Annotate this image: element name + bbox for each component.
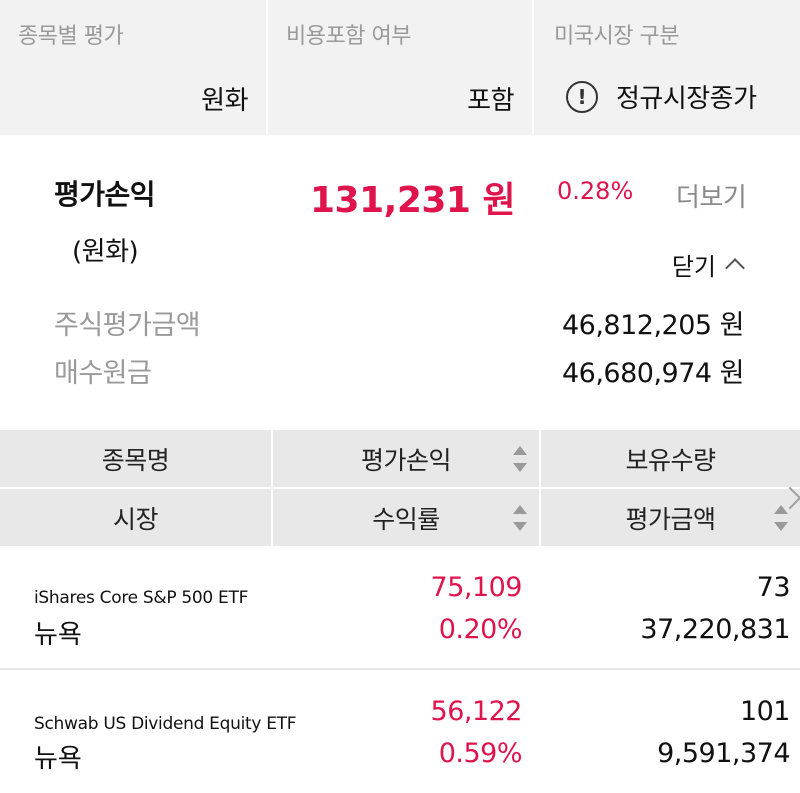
table-row[interactable]: iShares Core S&P 500 ETF 뉴욕 75,109 0.20%…	[0, 548, 800, 670]
header-profit-label: 평가손익	[360, 445, 452, 475]
settings-bar: 종목별 평가 원화 비용포함 여부 포함 미국시장 구분 ! 정규시장종가	[0, 0, 800, 135]
principal-label: 매수원금	[54, 358, 152, 389]
header-row-bottom: 시장 수익률 평가금액	[0, 489, 800, 546]
row-profit: 56,122	[430, 696, 523, 727]
close-button-label: 닫기	[671, 253, 716, 281]
summary-profit-amount: 131,231 원	[310, 180, 516, 221]
row-eval-amount: 37,220,831	[640, 614, 790, 645]
setting-include-fees-value[interactable]: 포함	[467, 86, 514, 116]
row-stock-name: Schwab US Dividend Equity ETF	[34, 714, 297, 734]
setting-us-market-value-wrap[interactable]: ! 정규시장종가	[566, 78, 757, 115]
setting-us-market-label: 미국시장 구분	[554, 24, 679, 49]
info-icon[interactable]: !	[566, 80, 598, 113]
setting-include-fees-label: 비용포함 여부	[286, 24, 411, 49]
row-market: 뉴욕	[34, 744, 82, 774]
sort-icon[interactable]	[774, 504, 788, 531]
chevron-up-icon	[725, 257, 745, 278]
row-profit: 75,109	[430, 572, 523, 603]
close-button[interactable]: 닫기	[671, 247, 745, 282]
table-row[interactable]: Schwab US Dividend Equity ETF 뉴욕 56,122 …	[0, 672, 800, 793]
row-quantity: 101	[739, 696, 791, 727]
row-quantity: 73	[756, 572, 791, 603]
header-return-rate-label: 수익률	[372, 504, 440, 534]
row-return-rate: 0.20%	[438, 614, 523, 645]
setting-us-market[interactable]: 미국시장 구분 ! 정규시장종가	[532, 0, 800, 135]
header-eval-amount[interactable]: 평가금액	[539, 489, 800, 546]
header-eval-amount-label: 평가금액	[625, 504, 716, 534]
more-button[interactable]: 더보기	[676, 183, 747, 213]
row-eval-amount: 9,591,374	[657, 738, 790, 769]
principal-value: 46,680,974 원	[561, 358, 745, 389]
setting-eval-by-item-label: 종목별 평가	[18, 24, 124, 49]
profit-summary: 평가손익 (원화) 131,231 원 0.28% 더보기 닫기 주식평가금액 …	[0, 135, 800, 430]
principal-row: 매수원금 46,680,974 원	[54, 351, 745, 390]
stock-eval-value: 46,812,205 원	[561, 310, 745, 341]
header-quantity: 보유수량	[539, 430, 800, 487]
header-row-top: 종목명 평가손익 보유수량	[0, 430, 800, 487]
setting-us-market-value[interactable]: 정규시장종가	[616, 84, 757, 114]
header-profit[interactable]: 평가손익	[271, 430, 539, 487]
header-stock-name: 종목명	[101, 445, 170, 475]
summary-currency: (원화)	[72, 237, 139, 267]
holdings-table-header: 종목명 평가손익 보유수량 시장 수익률 평가금액	[0, 430, 800, 546]
summary-title: 평가손익	[54, 178, 156, 211]
stock-eval-label: 주식평가금액	[54, 310, 201, 341]
stock-eval-row: 주식평가금액 46,812,205 원	[54, 303, 745, 342]
sort-icon[interactable]	[513, 504, 527, 531]
header-return-rate[interactable]: 수익률	[271, 489, 539, 546]
setting-eval-by-item[interactable]: 종목별 평가 원화	[0, 0, 266, 135]
row-market: 뉴욕	[34, 620, 82, 650]
header-market: 시장	[112, 504, 159, 534]
summary-profit-rate: 0.28%	[557, 177, 634, 205]
setting-include-fees[interactable]: 비용포함 여부 포함	[266, 0, 532, 135]
header-divider	[0, 487, 800, 489]
row-stock-name: iShares Core S&P 500 ETF	[34, 588, 249, 608]
setting-eval-by-item-value[interactable]: 원화	[201, 86, 248, 116]
sort-icon[interactable]	[513, 445, 527, 472]
row-return-rate: 0.59%	[438, 738, 523, 769]
